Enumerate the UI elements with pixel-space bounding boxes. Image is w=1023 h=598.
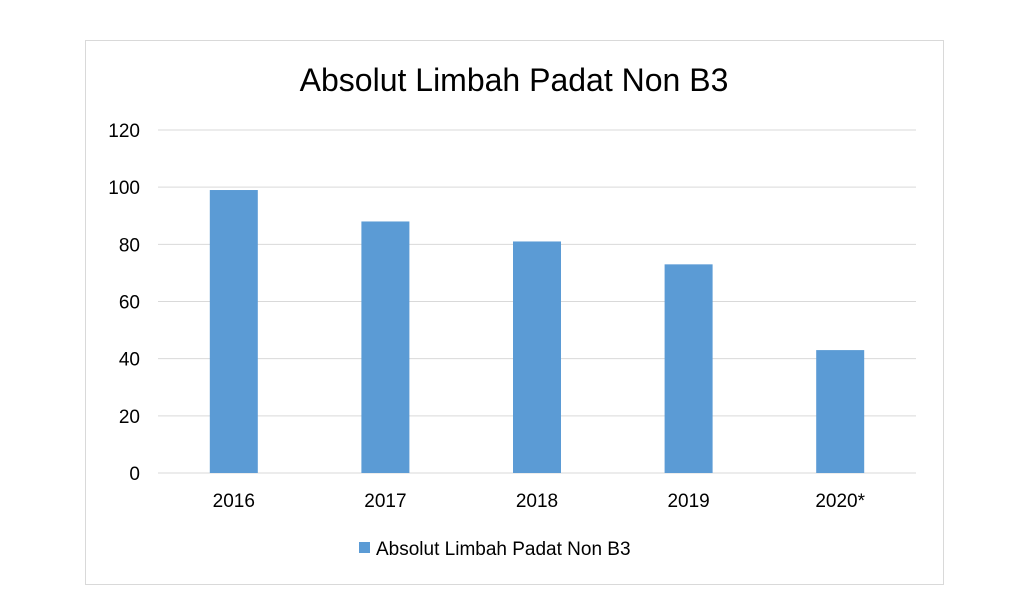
x-tick-label: 2016 xyxy=(213,491,255,512)
legend-swatch xyxy=(359,542,370,553)
x-tick-label: 2020* xyxy=(815,491,865,512)
bar-2020 xyxy=(816,350,865,473)
y-tick-label: 80 xyxy=(119,235,140,256)
legend-label: Absolut Limbah Padat Non B3 xyxy=(376,539,631,560)
legend: Absolut Limbah Padat Non B3 xyxy=(359,539,631,560)
bar-2017 xyxy=(361,221,410,473)
y-tick-label: 100 xyxy=(108,178,140,199)
y-axis-ticks: 0 20 40 60 80 100 120 xyxy=(108,121,140,485)
bar-2016 xyxy=(209,190,258,473)
y-tick-label: 0 xyxy=(129,464,140,485)
x-tick-label: 2018 xyxy=(516,491,558,512)
y-tick-label: 20 xyxy=(119,407,140,428)
chart-title: Absolut Limbah Padat Non B3 xyxy=(300,62,729,98)
bars xyxy=(209,190,865,473)
bar-2019 xyxy=(664,264,713,473)
x-tick-label: 2017 xyxy=(364,491,406,512)
x-axis-ticks: 2016 2017 2018 2019 2020* xyxy=(213,491,866,512)
x-tick-label: 2019 xyxy=(667,491,709,512)
y-tick-label: 120 xyxy=(108,121,140,142)
bar-2018 xyxy=(513,241,561,473)
y-tick-label: 60 xyxy=(119,293,140,314)
y-tick-label: 40 xyxy=(119,350,140,371)
